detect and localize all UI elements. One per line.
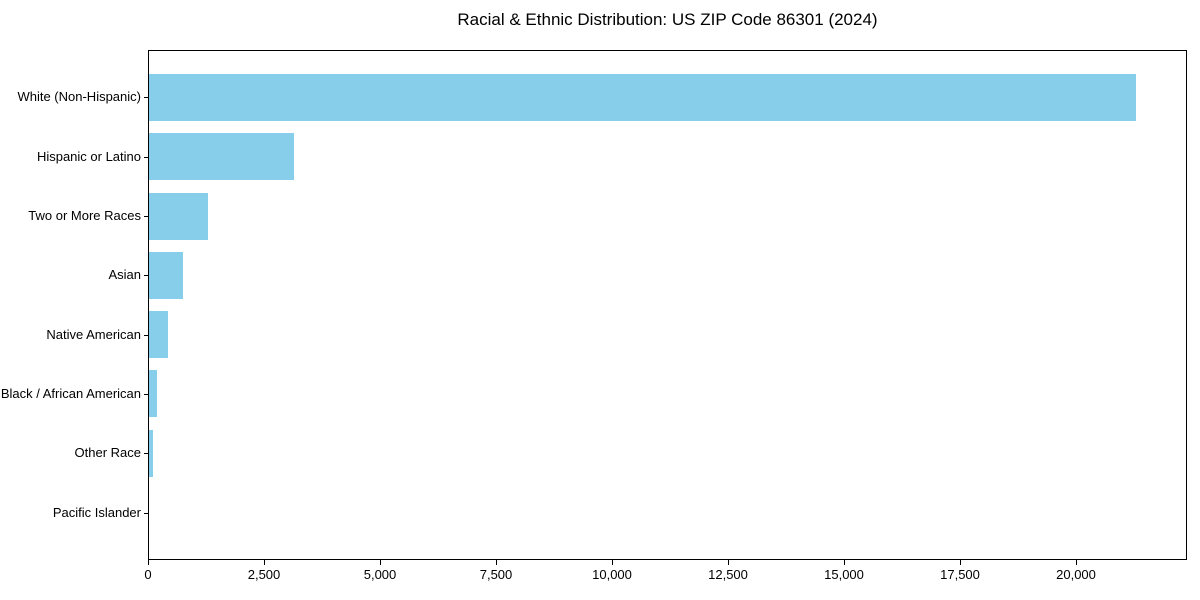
x-tick-mark	[960, 560, 961, 565]
y-tick-mark	[144, 513, 148, 514]
bar	[149, 74, 1136, 121]
y-axis-label: Pacific Islander	[52, 505, 141, 520]
x-tick-mark	[1076, 560, 1077, 565]
y-axis-label: White (Non-Hispanic)	[17, 89, 141, 104]
y-tick-mark	[144, 97, 148, 98]
chart-title: Racial & Ethnic Distribution: US ZIP Cod…	[457, 10, 878, 29]
x-tick-mark	[844, 560, 845, 565]
x-tick-label: 2,500	[247, 567, 281, 582]
x-tick-label: 0	[144, 567, 152, 582]
x-tick-mark	[728, 560, 729, 565]
y-tick-mark	[144, 275, 148, 276]
y-tick-mark	[144, 335, 148, 336]
x-tick-mark	[264, 560, 265, 565]
y-axis-label: Asian	[108, 267, 141, 282]
x-tick-label: 20,000	[1056, 567, 1096, 582]
x-tick-label: 17,500	[940, 567, 980, 582]
bar	[149, 133, 294, 180]
bar	[149, 430, 153, 477]
y-tick-mark	[144, 216, 148, 217]
y-axis-label: Hispanic or Latino	[36, 149, 141, 164]
y-axis-label: Two or More Races	[28, 208, 141, 223]
y-tick-mark	[144, 394, 148, 395]
y-tick-mark	[144, 453, 148, 454]
x-tick-mark	[148, 560, 149, 565]
x-tick-mark	[496, 560, 497, 565]
x-tick-label: 5,000	[363, 567, 397, 582]
x-tick-label: 12,500	[708, 567, 748, 582]
bar	[149, 370, 157, 417]
plot-area	[148, 50, 1187, 560]
x-tick-mark	[612, 560, 613, 565]
y-axis-label: Native American	[46, 327, 141, 342]
y-tick-mark	[144, 157, 148, 158]
y-axis-label: Black / African American	[0, 386, 141, 401]
x-tick-label: 10,000	[592, 567, 632, 582]
bar	[149, 252, 183, 299]
x-tick-label: 7,500	[479, 567, 513, 582]
y-axis-label: Other Race	[74, 445, 141, 460]
x-tick-label: 15,000	[824, 567, 864, 582]
bar	[149, 311, 168, 358]
bar	[149, 193, 208, 240]
x-tick-mark	[380, 560, 381, 565]
